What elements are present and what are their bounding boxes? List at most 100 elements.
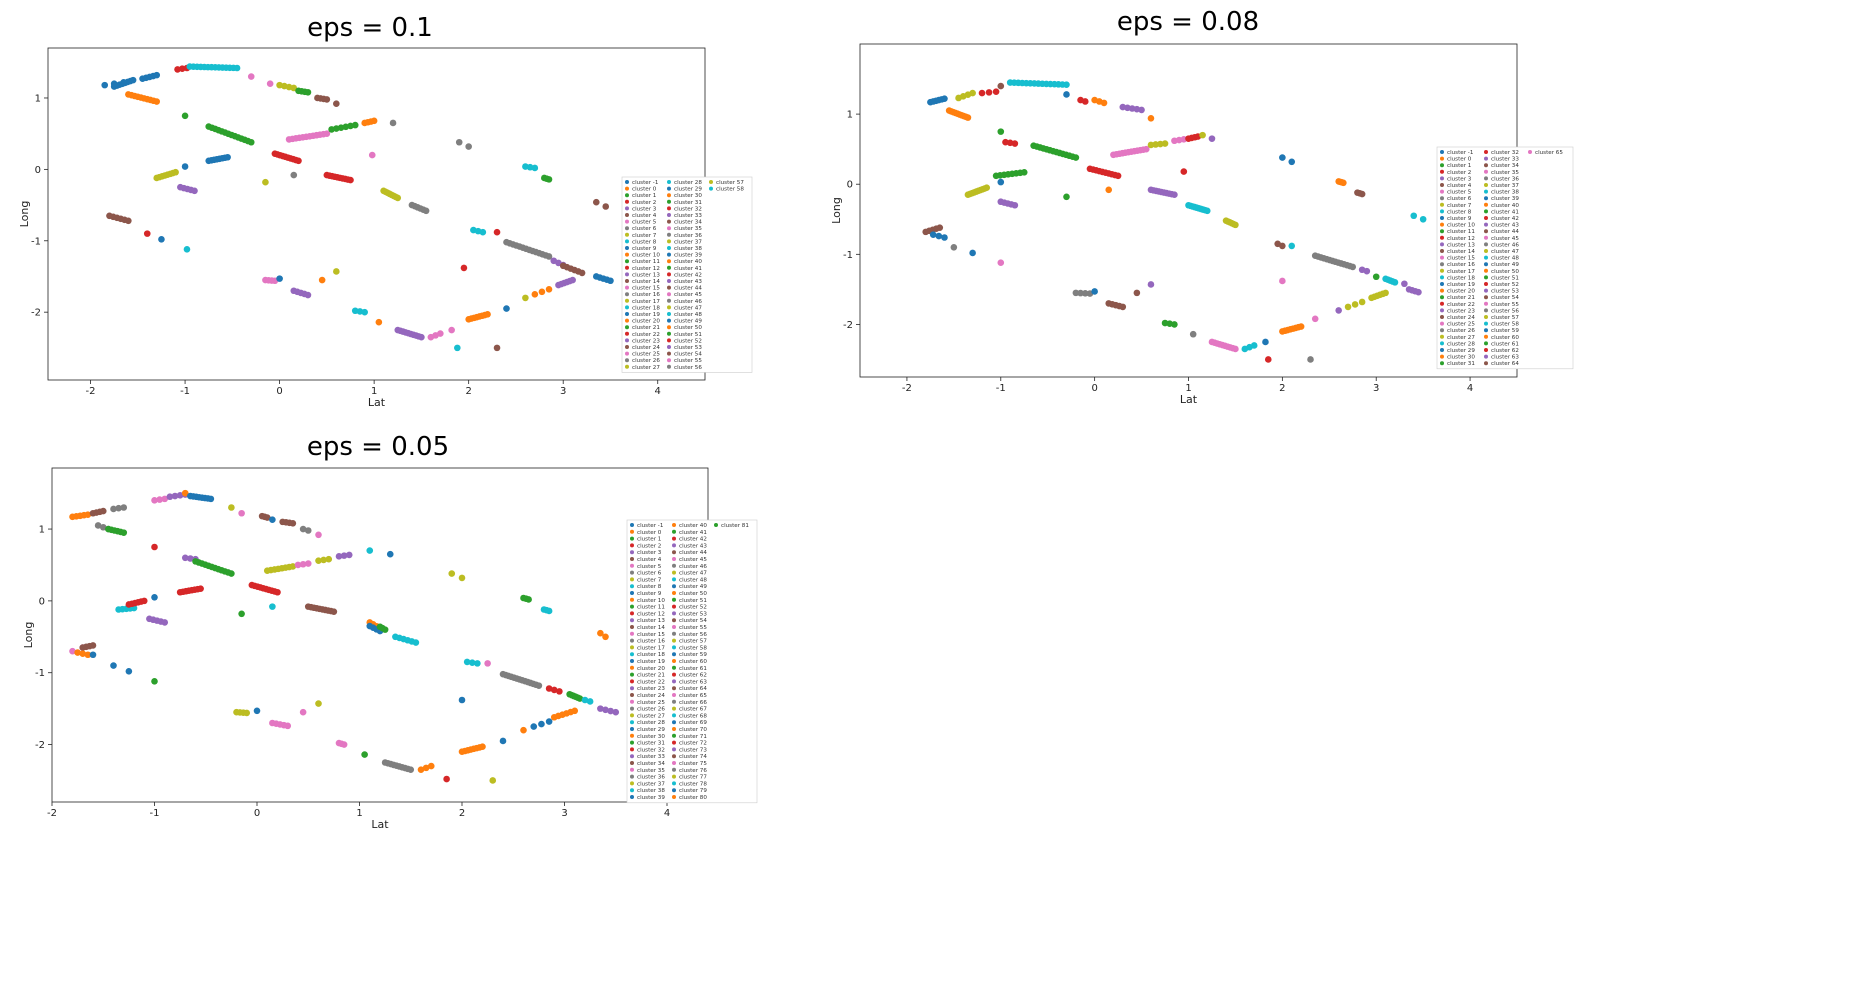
legend-label: cluster 4 [637, 557, 662, 563]
data-point [153, 98, 161, 105]
data-point [538, 720, 545, 728]
legend-label: cluster 27 [1447, 335, 1475, 341]
legend-label: cluster 9 [632, 246, 657, 252]
legend-marker [1484, 282, 1488, 286]
legend-marker [630, 570, 634, 575]
legend-marker [630, 699, 634, 704]
legend-marker [625, 292, 629, 297]
data-point [120, 504, 128, 511]
legend-label: cluster 10 [637, 598, 665, 604]
legend-marker [1440, 262, 1444, 267]
data-point [333, 100, 340, 107]
legend-marker [1440, 361, 1444, 366]
data-point [84, 511, 92, 518]
legend-label: cluster 25 [1447, 322, 1475, 328]
data-point [197, 585, 204, 592]
legend-marker [672, 557, 676, 561]
legend-marker [625, 318, 629, 323]
legend-label: cluster 60 [679, 659, 707, 665]
data-point [166, 493, 174, 501]
data-point [531, 291, 539, 298]
data-point [586, 698, 594, 705]
data-point [120, 78, 127, 86]
legend-marker [672, 795, 676, 799]
legend-label: cluster 28 [637, 720, 665, 726]
legend-label: cluster 52 [674, 338, 702, 344]
legend-label: cluster 24 [637, 693, 665, 699]
legend-marker [630, 597, 634, 602]
legend-label: cluster 80 [679, 795, 707, 801]
data-point [1133, 289, 1141, 297]
data-point [1232, 221, 1239, 229]
data-point [1114, 172, 1122, 180]
legend-label: cluster 17 [632, 299, 660, 305]
data-point [1358, 298, 1366, 306]
legend-marker [1484, 328, 1488, 333]
data-point [448, 570, 456, 577]
data-point [181, 112, 189, 120]
legend-marker [630, 761, 634, 765]
legend-marker [625, 213, 629, 217]
legend-label: cluster 51 [674, 332, 702, 338]
data-point [172, 168, 179, 176]
x-tick-label: -1 [150, 808, 160, 819]
legend-marker [630, 604, 634, 609]
legend-label: cluster 57 [1491, 315, 1519, 321]
legend-label: cluster 22 [637, 679, 665, 685]
legend-marker [672, 604, 676, 609]
legend-marker [625, 252, 629, 257]
legend-marker [667, 351, 671, 356]
data-point [347, 176, 354, 184]
data-point [468, 659, 476, 666]
legend-marker [667, 252, 671, 257]
legend-label: cluster 14 [637, 625, 665, 631]
legend-label: cluster 24 [1447, 315, 1475, 321]
data-point [1203, 207, 1211, 215]
legend-marker [667, 272, 671, 277]
data-point [1391, 279, 1399, 286]
legend-label: cluster 31 [674, 200, 702, 206]
data-point [69, 647, 76, 655]
data-point [269, 603, 276, 610]
y-axis-label: Long [22, 622, 35, 649]
legend-marker [625, 246, 629, 250]
legend-label: cluster 1 [632, 193, 657, 199]
legend-label: cluster 31 [637, 741, 665, 747]
legend-marker [625, 232, 629, 237]
legend-label: cluster 42 [1491, 216, 1519, 222]
legend-marker [672, 625, 676, 629]
legend-marker [672, 536, 676, 541]
legend-marker [630, 591, 634, 595]
legend-label: cluster 45 [674, 292, 702, 298]
legend-label: cluster 14 [1447, 249, 1475, 255]
legend-label: cluster 75 [679, 761, 707, 767]
legend-marker [625, 325, 629, 330]
x-axis-label: Lat [368, 396, 386, 409]
legend-label: cluster 9 [637, 591, 662, 597]
legend-marker [672, 672, 676, 677]
legend-label: cluster 2 [1447, 170, 1471, 176]
data-point [422, 207, 430, 215]
legend-label: cluster 72 [679, 741, 707, 747]
legend-label: cluster 12 [632, 266, 660, 272]
data-point [607, 277, 614, 285]
x-tick-label: -1 [996, 383, 1006, 394]
legend-label: cluster 16 [632, 292, 660, 298]
legend-label: cluster 34 [1491, 163, 1519, 169]
legend-label: cluster 19 [1447, 282, 1475, 288]
legend-marker [1440, 348, 1444, 352]
legend-marker [1484, 235, 1488, 240]
legend-marker [630, 618, 634, 623]
legend-marker [630, 652, 634, 657]
legend-marker [1484, 308, 1488, 313]
data-point [941, 234, 948, 241]
legend-label: cluster 13 [637, 618, 665, 624]
data-point [276, 275, 283, 282]
data-point [454, 344, 461, 352]
data-point [183, 246, 191, 253]
legend-label: cluster 25 [632, 352, 660, 358]
legend-marker [667, 305, 671, 310]
data-point [1288, 158, 1296, 166]
legend-marker [1484, 176, 1488, 181]
legend-label: cluster 62 [1491, 348, 1519, 354]
